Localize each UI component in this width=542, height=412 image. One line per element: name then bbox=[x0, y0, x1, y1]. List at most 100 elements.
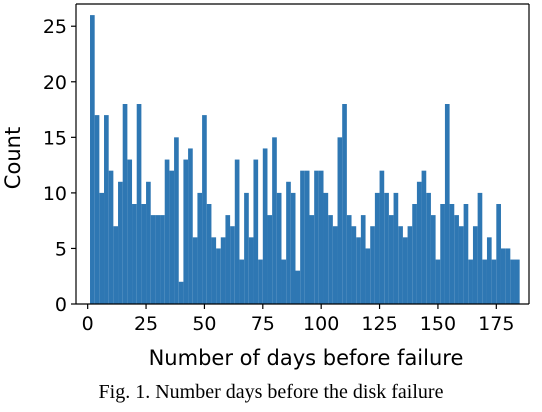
histogram-bar bbox=[262, 148, 268, 304]
histogram-bar bbox=[248, 237, 254, 304]
histogram-bar bbox=[365, 248, 371, 304]
histogram-bar bbox=[314, 170, 319, 304]
histogram-bar bbox=[290, 192, 296, 304]
histogram-bar bbox=[206, 204, 212, 304]
histogram-bar bbox=[108, 170, 114, 304]
x-tick-label: 75 bbox=[251, 313, 275, 335]
histogram-bar bbox=[113, 226, 119, 304]
histogram-bar bbox=[388, 215, 394, 304]
x-axis-label: Number of days before failure bbox=[149, 346, 464, 370]
histogram-bar bbox=[127, 159, 133, 304]
histogram-bar bbox=[155, 215, 161, 304]
histogram-bar bbox=[178, 281, 184, 304]
histogram-bar bbox=[356, 237, 361, 304]
y-tick-label: 0 bbox=[55, 294, 67, 316]
histogram-bar bbox=[267, 215, 273, 304]
histogram-bar bbox=[393, 192, 399, 304]
y-tick-label: 20 bbox=[43, 72, 67, 94]
histogram-bar bbox=[211, 237, 217, 304]
y-axis-label: Count bbox=[1, 127, 25, 189]
histogram-bar bbox=[169, 170, 175, 304]
histogram-bar bbox=[309, 215, 315, 304]
histogram-bar bbox=[379, 170, 385, 304]
histogram-bar bbox=[286, 181, 291, 304]
histogram-bar bbox=[477, 192, 483, 304]
histogram-bar bbox=[136, 104, 142, 304]
histogram-bar bbox=[234, 159, 240, 304]
histogram-bar bbox=[164, 159, 170, 304]
histogram-bar bbox=[486, 237, 492, 304]
histogram-bar bbox=[202, 115, 207, 304]
histogram-bar bbox=[160, 215, 165, 304]
histogram-bar bbox=[239, 259, 245, 304]
histogram-bar bbox=[430, 215, 436, 304]
histogram-chart: 0 25 50 75 100 125 150 175 0 5 10 15 20 25 Count Numb… bbox=[1, 3, 530, 370]
histogram-bar bbox=[416, 181, 422, 304]
histogram-bar bbox=[402, 237, 408, 304]
histogram-bar bbox=[216, 248, 221, 304]
histogram-bar bbox=[505, 248, 511, 304]
axes: 0 25 50 75 100 125 150 175 0 5 10 15 20 25 bbox=[43, 3, 530, 335]
histogram-bar bbox=[146, 181, 151, 304]
y-tick-label: 25 bbox=[43, 16, 67, 38]
plot-bars bbox=[90, 15, 520, 304]
histogram-bar bbox=[318, 170, 324, 304]
histogram-bar bbox=[342, 104, 347, 304]
histogram-bar bbox=[197, 192, 203, 304]
histogram-bar bbox=[174, 137, 179, 304]
histogram-bar bbox=[295, 270, 301, 304]
histogram-bar bbox=[426, 192, 431, 304]
x-tick-label: 50 bbox=[192, 313, 216, 335]
histogram-bar bbox=[244, 192, 249, 304]
y-tick-label: 10 bbox=[43, 183, 67, 205]
histogram-bar bbox=[370, 226, 375, 304]
histogram-bar bbox=[360, 215, 366, 304]
histogram-bar bbox=[99, 192, 105, 304]
histogram-bar bbox=[384, 192, 389, 304]
histogram-bar bbox=[346, 215, 352, 304]
histogram-bar bbox=[183, 159, 189, 304]
histogram-bar bbox=[253, 159, 259, 304]
histogram-bar bbox=[374, 192, 380, 304]
histogram-bar bbox=[300, 170, 305, 304]
histogram-bar bbox=[472, 226, 478, 304]
y-tick-label: 15 bbox=[43, 127, 67, 149]
histogram-bar bbox=[141, 204, 147, 304]
figure-caption: Fig. 1. Number days before the disk fail… bbox=[98, 381, 444, 403]
x-tick-label: 100 bbox=[303, 313, 339, 335]
histogram-bar bbox=[435, 259, 441, 304]
histogram-bar bbox=[94, 115, 100, 304]
histogram-bar bbox=[323, 192, 329, 304]
histogram-bar bbox=[230, 226, 235, 304]
histogram-bar bbox=[407, 226, 413, 304]
histogram-bar bbox=[458, 226, 464, 304]
histogram-bar bbox=[421, 170, 427, 304]
histogram-bar bbox=[454, 215, 459, 304]
histogram-bar bbox=[332, 226, 338, 304]
histogram-bar bbox=[281, 259, 287, 304]
histogram-bar bbox=[188, 148, 193, 304]
histogram-bar bbox=[398, 226, 403, 304]
histogram-bar bbox=[328, 215, 333, 304]
histogram-bar bbox=[482, 259, 487, 304]
histogram-bar bbox=[104, 115, 109, 304]
x-tick-label: 0 bbox=[82, 313, 94, 335]
x-tick-label: 25 bbox=[134, 313, 158, 335]
histogram-bar bbox=[337, 137, 343, 304]
histogram-bar bbox=[192, 237, 198, 304]
histogram-bar bbox=[444, 104, 450, 304]
histogram-bar bbox=[468, 259, 473, 304]
histogram-bar bbox=[500, 248, 506, 304]
histogram-bar bbox=[220, 237, 226, 304]
y-tick-label: 5 bbox=[55, 238, 67, 260]
histogram-bar bbox=[491, 259, 497, 304]
histogram-bar bbox=[510, 259, 515, 304]
histogram-bar bbox=[304, 170, 310, 304]
x-tick-label: 125 bbox=[361, 313, 397, 335]
histogram-bar bbox=[90, 15, 95, 304]
histogram-bar bbox=[463, 204, 469, 304]
histogram-bar bbox=[449, 204, 455, 304]
histogram-bar bbox=[440, 204, 445, 304]
histogram-bar bbox=[272, 137, 277, 304]
histogram-bar bbox=[496, 204, 501, 304]
